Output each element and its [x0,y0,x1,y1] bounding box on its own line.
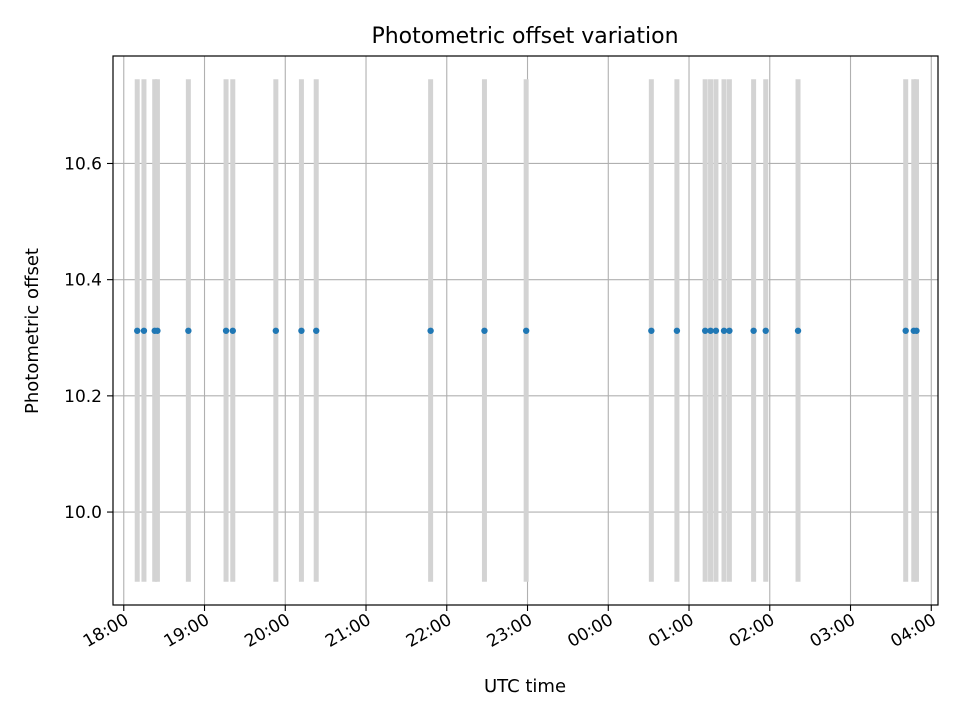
data-point [720,327,728,334]
data-point [427,327,434,334]
data-point [726,327,733,334]
data-point [707,327,714,334]
data-points [134,327,920,334]
data-point [298,327,305,334]
data-point [762,327,769,334]
data-point [701,327,709,334]
y-tick-label: 10.0 [64,503,102,523]
data-point [673,327,681,334]
data-point [794,327,802,334]
data-point [272,327,280,334]
data-point [185,327,192,334]
data-point [140,327,148,334]
data-point [222,327,230,334]
data-point [522,327,530,334]
data-point [648,327,655,334]
data-point [481,327,488,334]
data-point [134,327,141,334]
data-point [313,327,320,334]
data-point [902,327,909,334]
data-point [750,327,757,334]
data-point [229,327,236,334]
plot-frame [112,55,939,606]
data-point [712,327,720,334]
y-axis-ticks: 10.0 10.2 10.4 10.6 [64,154,113,523]
y-tick-label: 10.6 [64,154,102,174]
data-point [154,327,161,334]
y-tick-label: 10.2 [64,387,102,407]
x-axis-label: UTC time [484,676,566,697]
chart-title: Photometric offset variation [371,24,678,49]
y-axis-label: Photometric offset [22,248,43,414]
y-tick-label: 10.4 [64,271,102,291]
data-point [913,327,920,334]
